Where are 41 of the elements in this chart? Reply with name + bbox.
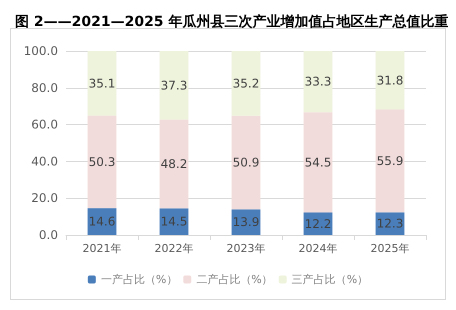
data-label: 35.1 — [88, 76, 116, 90]
data-label: 54.5 — [304, 155, 332, 170]
legend-label: 二产占比（%） — [196, 273, 273, 286]
data-label: 14.6 — [88, 214, 116, 229]
data-label: 55.9 — [376, 154, 404, 168]
bar — [376, 110, 404, 212]
x-tick-label: 2025年 — [370, 242, 410, 255]
bar — [232, 51, 260, 116]
y-tick-label: 60.0 — [31, 118, 58, 132]
bar — [88, 208, 116, 235]
data-label: 50.3 — [88, 154, 116, 169]
bar — [160, 120, 188, 208]
y-tick-label: 20.0 — [31, 191, 58, 206]
chart-title: 图 2——2021—2025 年瓜州县三次产业增加值占地区生产总值比重 — [15, 13, 448, 30]
data-label: 33.3 — [304, 74, 332, 89]
x-tick-label: 2021年 — [82, 242, 122, 255]
data-label: 14.5 — [160, 214, 188, 229]
bar — [304, 112, 332, 213]
legend-label: 一产占比（%） — [100, 273, 178, 286]
data-label: 12.2 — [304, 216, 332, 231]
x-tick-label: 2022年 — [154, 242, 194, 255]
bar — [88, 116, 116, 208]
y-tick-label: 0.0 — [38, 228, 58, 242]
x-tick-label: 2024年 — [298, 242, 338, 255]
y-tick-label: 80.0 — [31, 80, 58, 95]
data-label: 13.9 — [232, 215, 260, 230]
data-label: 50.9 — [232, 156, 260, 170]
data-label: 37.3 — [160, 78, 188, 92]
bar — [232, 116, 260, 210]
y-tick-label: 100.0 — [24, 44, 58, 58]
data-label: 31.8 — [376, 73, 404, 88]
y-tick-label: 40.0 — [31, 154, 58, 168]
bar — [376, 51, 404, 110]
bar — [160, 51, 188, 120]
bar — [88, 51, 116, 116]
data-label: 48.2 — [160, 156, 188, 171]
bar — [304, 51, 332, 112]
legend-label: 三产占比（%） — [292, 273, 368, 286]
data-label: 12.3 — [376, 216, 404, 231]
data-label: 35.2 — [232, 76, 260, 90]
x-tick-label: 2023年 — [226, 242, 266, 255]
